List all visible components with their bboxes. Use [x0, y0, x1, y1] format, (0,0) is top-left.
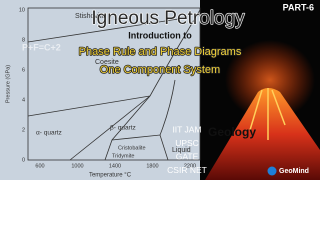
y-axis-label: Pressure (GPa) — [5, 65, 11, 103]
topic-line: Phase Rule and Phase Diagrams — [79, 46, 242, 58]
x-tick-label: 600 — [35, 163, 44, 169]
volcano-glow — [225, 40, 315, 120]
phase-boundary — [149, 9, 201, 97]
y-ticks: 0 2 4 6 8 10 — [19, 7, 25, 163]
title: Igneous Petrology — [91, 8, 245, 29]
exam-label: IIT JAM — [172, 124, 201, 134]
exam-list: IIT JAM UPSC GATE CSIR NET — [167, 124, 207, 175]
phase-boundary — [69, 95, 151, 161]
phase-boundary — [27, 17, 186, 43]
exam-label: UPSC — [175, 138, 199, 148]
field-label: Coesite — [95, 59, 119, 66]
x-tick-label: 1800 — [146, 163, 158, 169]
y-tick-label: 4 — [22, 97, 25, 103]
x-tick-label: 2200 — [184, 163, 196, 169]
equation: P+F=C+2 — [22, 42, 61, 52]
thumbnail: Stishovite Coesite α- quartz β- quartz C… — [0, 0, 320, 180]
x-tick-label: 1000 — [71, 163, 83, 169]
exam-label: GATE — [176, 151, 199, 161]
field-label: α- quartz — [36, 130, 62, 137]
volcano — [205, 88, 320, 180]
phase-boundary — [159, 79, 176, 136]
field-label: β- quartz — [110, 125, 136, 132]
field-label: Tridymite — [112, 153, 134, 159]
y-tick-label: 2 — [22, 127, 25, 133]
x-ticks: 600 1000 1400 1800 2200 — [35, 163, 196, 169]
y-tick-label: 6 — [22, 67, 25, 73]
plot-frame — [27, 7, 201, 161]
y-tick-label: 10 — [19, 7, 25, 13]
field-label: Cristobalite — [118, 145, 146, 151]
part-label: PART-6 — [283, 2, 314, 12]
x-tick-label: 1400 — [109, 163, 121, 169]
field-label: Stishovite — [75, 13, 105, 20]
diagram-background — [0, 0, 200, 180]
phase-diagram — [27, 7, 201, 161]
brand: GeoMind — [279, 168, 309, 175]
y-tick-label: 0 — [22, 157, 25, 163]
x-axis-label: Temperature °C — [89, 173, 132, 179]
field-label: Liquid — [172, 147, 191, 154]
y-tick-label: 8 — [22, 37, 25, 43]
badge: Geology — [208, 125, 256, 139]
page: {"title": "Igneous Petrology", "part": "… — [0, 0, 320, 180]
topic-line: One Component System — [100, 64, 220, 76]
subtitle: Introduction to — [128, 30, 192, 40]
exam-label: CSIR NET — [167, 165, 207, 175]
phase-boundary — [27, 95, 151, 117]
brand-logo — [267, 166, 277, 176]
lava-flow — [249, 88, 286, 140]
